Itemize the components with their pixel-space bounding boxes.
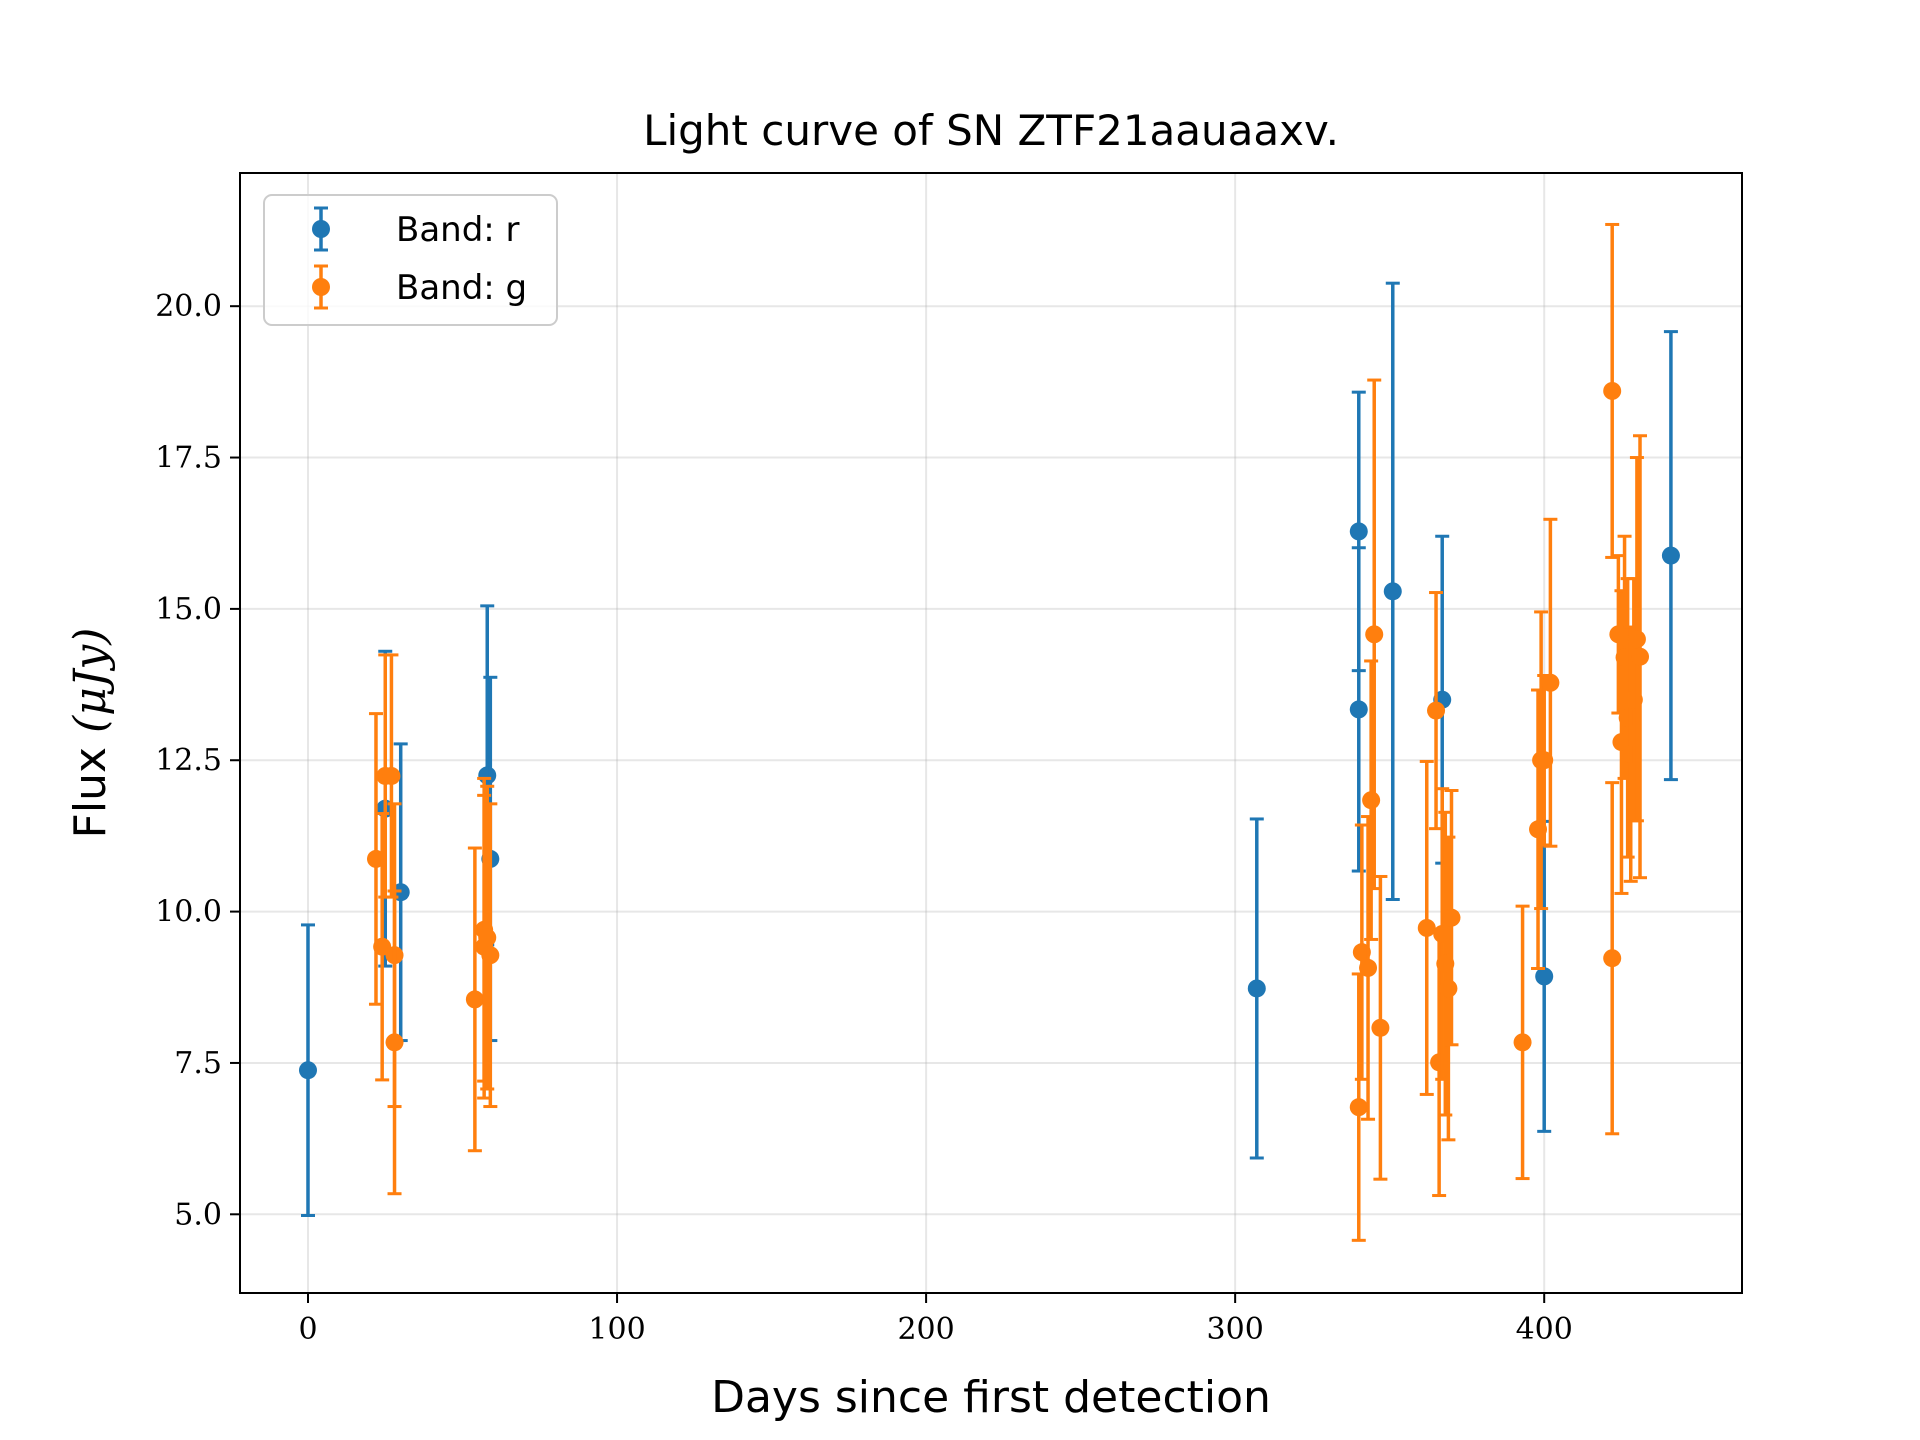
data-point <box>1439 979 1458 998</box>
axis-ticks: 0 100 200 300 400 5.0 7.5 10.0 12.5 15.0 17.5 20.0 <box>155 289 1573 1347</box>
x-tick-label: 200 <box>897 1312 954 1347</box>
series-band-g <box>366 222 1650 1242</box>
data-point <box>1349 522 1368 541</box>
y-axis-unit: (μJy) <box>65 628 116 733</box>
data-point <box>1541 673 1560 692</box>
y-tick-label: 5.0 <box>174 1197 222 1232</box>
data-point <box>478 928 497 947</box>
data-point <box>481 946 500 965</box>
x-axis-label: Days since first detection <box>711 1372 1271 1423</box>
y-tick-label: 20.0 <box>155 289 222 324</box>
x-tick-label: 100 <box>588 1312 645 1347</box>
data-point <box>1627 630 1646 649</box>
data-point <box>1247 979 1266 998</box>
data-point <box>1383 582 1402 601</box>
y-tick-label: 15.0 <box>155 592 222 627</box>
y-tick-label: 7.5 <box>174 1046 222 1081</box>
data-point <box>1359 958 1378 977</box>
y-tick-label: 10.0 <box>155 895 222 930</box>
data-point <box>1349 700 1368 719</box>
data-point <box>1535 967 1554 986</box>
data-point <box>1427 701 1446 720</box>
legend-box <box>263 194 558 326</box>
chart-title: Light curve of SN ZTF21aauaaxv. <box>643 106 1339 155</box>
data-point <box>1349 1098 1368 1117</box>
data-point <box>385 1033 404 1052</box>
data-point <box>1365 625 1384 644</box>
x-tick-label: 400 <box>1516 1312 1573 1347</box>
y-axis-label: Flux <box>65 747 116 838</box>
data-point <box>465 990 484 1009</box>
data-point <box>298 1061 317 1080</box>
legend-marker <box>312 220 330 238</box>
y-tick-label: 17.5 <box>155 441 222 476</box>
x-tick-label: 0 <box>298 1312 317 1347</box>
plot-frame <box>239 172 1743 1294</box>
data-point <box>1371 1018 1390 1037</box>
data-point <box>1603 949 1622 968</box>
legend-label: Band: g <box>396 268 527 308</box>
data-point <box>1513 1033 1532 1052</box>
y-tick-label: 12.5 <box>155 743 222 778</box>
legend-label: Band: r <box>396 210 520 250</box>
y-axis-label-group: Flux (μJy) <box>65 628 116 839</box>
data-point <box>382 766 401 785</box>
legend-marker <box>312 278 330 296</box>
legend: Band: r Band: g <box>263 194 558 326</box>
data-point <box>1417 918 1436 937</box>
data-point <box>478 766 497 785</box>
data-point <box>1661 546 1680 565</box>
x-tick-label: 300 <box>1207 1312 1264 1347</box>
data-point <box>1603 381 1622 400</box>
data-point <box>1362 791 1381 810</box>
svg-text:Flux (μJy): Flux (μJy) <box>65 628 116 839</box>
data-series <box>298 222 1680 1242</box>
data-point <box>1442 908 1461 927</box>
data-point <box>1631 647 1650 666</box>
